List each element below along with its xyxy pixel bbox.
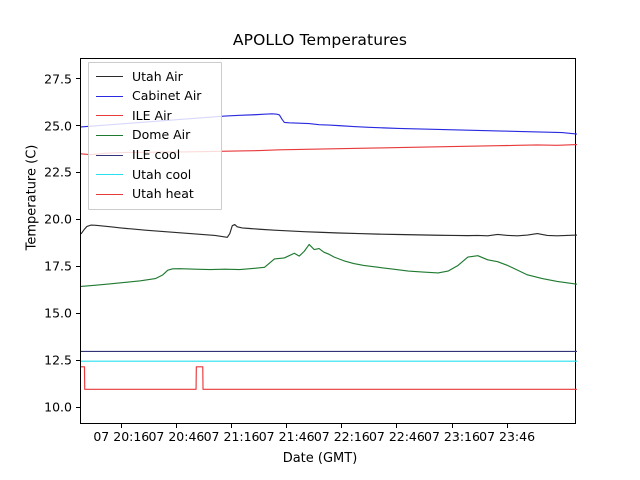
x-tick-label: 07 20:16	[93, 429, 150, 444]
legend-item[interactable]: Dome Air	[89, 126, 221, 146]
legend-item[interactable]: Utah cool	[89, 165, 221, 185]
y-tick-mark	[76, 125, 80, 127]
y-tick-mark	[76, 218, 80, 220]
x-tick-mark	[175, 424, 178, 428]
legend-color-swatch	[96, 154, 123, 156]
legend-item[interactable]: ILE Air	[89, 106, 221, 126]
x-tick-mark	[231, 424, 233, 428]
y-tick-label: 20.0	[44, 211, 72, 227]
series-line	[81, 225, 577, 238]
chart-legend: Utah Air Cabinet Air ILE Air Dome Air ILE co…	[88, 62, 222, 211]
x-tick-label: 07 22:46	[368, 429, 425, 444]
legend-label: Cabinet Air	[132, 88, 202, 104]
x-tick-mark	[506, 424, 508, 428]
y-tick-label: 17.5	[44, 258, 72, 274]
y-tick-mark	[76, 312, 80, 314]
legend-item[interactable]: Utah Air	[89, 67, 221, 87]
y-tick-mark	[76, 359, 80, 361]
y-tick-mark	[76, 406, 80, 408]
legend-label: Utah cool	[132, 166, 192, 182]
legend-item[interactable]: Utah heat	[89, 185, 221, 205]
series-line	[81, 367, 577, 390]
x-tick-label: 07 23:16	[424, 429, 480, 444]
legend-color-swatch	[96, 95, 123, 97]
legend-label: Utah Air	[132, 68, 183, 84]
x-tick-mark	[286, 424, 288, 428]
legend-label: Dome Air	[132, 127, 191, 143]
legend-label: ILE Air	[132, 107, 172, 123]
x-tick-mark	[451, 424, 453, 428]
x-tick-mark	[341, 424, 343, 428]
legend-color-swatch	[96, 76, 123, 78]
y-tick-label: 12.5	[44, 352, 72, 368]
chart-title: APOLLO Temperatures	[232, 31, 408, 49]
legend-label: ILE cool	[132, 146, 181, 162]
y-tick-mark	[76, 78, 80, 80]
x-tick-mark	[120, 424, 122, 428]
x-tick-label: 07 23:46	[479, 429, 536, 444]
series-line	[81, 244, 577, 286]
legend-item[interactable]: Cabinet Air	[89, 87, 221, 107]
legend-color-swatch	[96, 193, 123, 195]
y-tick-label: 15.0	[44, 305, 72, 321]
legend-color-swatch	[96, 115, 123, 117]
legend-label: Utah heat	[132, 186, 194, 202]
y-tick-label: 10.0	[44, 399, 72, 415]
legend-item[interactable]: ILE cool	[89, 145, 221, 165]
legend-color-swatch	[96, 174, 123, 176]
y-tick-mark	[76, 265, 80, 267]
x-tick-label: 07 21:16	[203, 429, 260, 444]
y-tick-label: 27.5	[44, 71, 72, 87]
x-tick-mark	[396, 424, 398, 428]
x-tick-label: 07 21:46	[258, 429, 315, 444]
x-tick-label: 07 20:46	[148, 429, 205, 444]
legend-color-swatch	[96, 135, 123, 137]
y-tick-label: 25.0	[44, 118, 72, 134]
y-tick-mark	[76, 171, 80, 174]
series-canvas	[81, 59, 577, 425]
y-tick-label: 22.5	[44, 164, 72, 180]
x-tick-label: 07 22:16	[313, 429, 370, 444]
x-axis-label: Date (GMT)	[282, 451, 358, 466]
